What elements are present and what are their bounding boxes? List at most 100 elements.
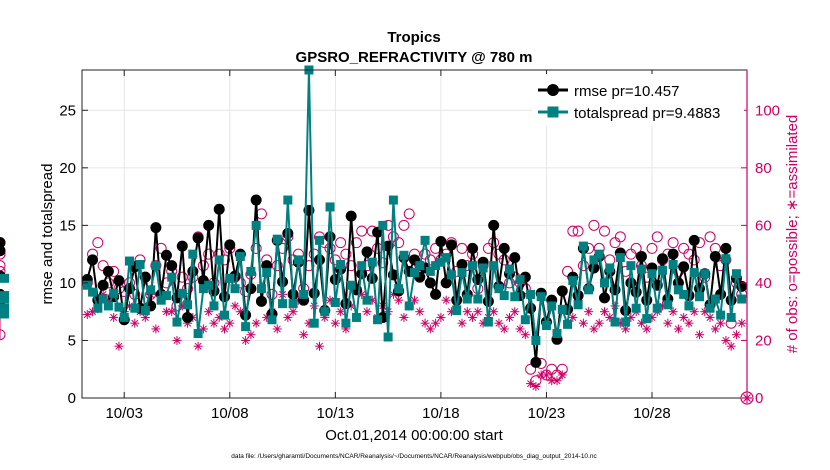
obs-possible-point — [646, 242, 658, 254]
totalspread-point — [452, 306, 462, 316]
asterisk-stroke — [548, 377, 556, 385]
obs-assimilated-point — [204, 307, 214, 317]
asterisk-stroke — [600, 308, 609, 316]
totalspread-point — [610, 317, 620, 327]
obs-assimilated-point — [684, 318, 694, 328]
obs-possible-point — [155, 242, 167, 254]
totalspread-point — [367, 257, 377, 267]
totalspread-point — [563, 319, 573, 329]
obs-assimilated-point — [594, 318, 604, 328]
rmse-point — [255, 295, 267, 307]
totalspread-point — [272, 234, 282, 244]
obs-possible-point — [182, 283, 194, 295]
asterisk-stroke — [337, 308, 345, 316]
y-tick-label-right: 60 — [755, 217, 772, 234]
asterisk-stroke — [400, 313, 408, 321]
rmse-point — [424, 277, 436, 289]
obs-possible-point — [266, 288, 278, 300]
y-tick-label-left: 20 — [59, 160, 76, 177]
totalspread-point — [689, 268, 699, 278]
totalspread-point — [309, 318, 319, 328]
obs-assimilated-point — [494, 318, 504, 328]
totalspread-point — [446, 270, 456, 280]
asterisk-stroke — [210, 319, 218, 327]
asterisk-stroke — [437, 313, 445, 321]
asterisk-stroke — [358, 290, 366, 298]
obs-possible-point — [0, 260, 6, 272]
rmse-point — [102, 265, 114, 277]
totalspread-point — [299, 289, 309, 299]
totalspread-point — [88, 287, 98, 297]
totalspread-point — [357, 261, 367, 271]
rmse-point — [430, 288, 442, 300]
obs-assimilated-point — [288, 307, 298, 317]
totalspread-point — [731, 269, 741, 279]
data-file-footer: data file: /Users/gharamti/Documents/NCA… — [231, 453, 597, 460]
obs-possible-point — [704, 231, 716, 243]
obs-possible-point — [403, 208, 415, 220]
asterisk-stroke — [669, 308, 677, 316]
legend-rmse-marker — [547, 84, 559, 96]
obs-assimilated-point — [642, 324, 652, 334]
asterisk-stroke — [706, 313, 714, 321]
totalspread-point — [93, 303, 103, 313]
x-tick-label: 10/08 — [211, 405, 249, 422]
y-tick-label-left: 15 — [59, 217, 76, 234]
totalspread-point — [605, 263, 615, 273]
totalspread-point — [220, 310, 229, 320]
totalspread-point — [536, 292, 546, 302]
totalspread-point — [710, 294, 720, 304]
asterisk-stroke — [463, 308, 471, 316]
obs-assimilated-point — [420, 318, 430, 328]
rmse-point — [599, 292, 610, 304]
rmse-point — [182, 311, 194, 323]
y-tick-label-right: 0 — [755, 390, 763, 407]
obs-assimilated-point — [362, 307, 372, 317]
asterisk-stroke — [532, 382, 540, 390]
totalspread-point — [526, 289, 536, 299]
totalspread-point — [288, 299, 298, 309]
rmse-point — [250, 194, 262, 206]
x-tick-label: 10/18 — [422, 405, 460, 422]
totalspread-point — [351, 312, 361, 322]
obs-assimilated-point — [130, 318, 140, 328]
totalspread-point — [673, 285, 683, 295]
totalspread-point — [668, 259, 678, 269]
obs-assimilated-point — [151, 324, 161, 334]
totalspread-point — [383, 332, 393, 342]
totalspread-point — [241, 322, 251, 332]
y-tick-label-right: 20 — [755, 332, 772, 349]
totalspread-point — [737, 294, 747, 304]
obs-assimilated-point — [193, 341, 203, 351]
asterisk-stroke — [231, 302, 239, 310]
rmse-point — [720, 242, 732, 254]
obs-assimilated-point — [394, 295, 404, 305]
obs-possible-point — [203, 248, 215, 260]
obs-assimilated-point — [241, 335, 251, 345]
asterisk-stroke — [110, 313, 118, 321]
obs-possible-point — [0, 265, 6, 277]
asterisk-stroke — [643, 325, 651, 333]
obs-assimilated-point — [220, 324, 229, 334]
asterisk-stroke — [695, 331, 704, 339]
totalspread-point — [209, 301, 219, 311]
totalspread-point — [283, 195, 293, 205]
legend-totalspread-label: totalspread pr=9.4883 — [574, 105, 720, 122]
obs-possible-point — [572, 225, 584, 237]
obs-assimilated-point — [710, 324, 720, 334]
totalspread-point — [468, 261, 478, 271]
rmse-point — [440, 277, 452, 289]
totalspread-point — [404, 301, 414, 311]
obs-assimilated-point — [499, 324, 509, 334]
obs-assimilated-point — [589, 324, 599, 334]
obs-assimilated-point — [478, 318, 488, 328]
totalspread-point — [262, 268, 272, 278]
y-axis-label-right: # of obs: o=possible; ∗=assimilated — [784, 115, 801, 354]
totalspread-point — [510, 292, 520, 302]
totalspread-point — [642, 314, 652, 324]
chart-subtitle: GPSRO_REFRACTIVITY @ 780 m — [296, 49, 533, 66]
totalspread-point — [388, 195, 398, 205]
totalspread-point — [578, 241, 588, 251]
totalspread-point — [256, 284, 266, 294]
totalspread-point — [98, 294, 108, 304]
